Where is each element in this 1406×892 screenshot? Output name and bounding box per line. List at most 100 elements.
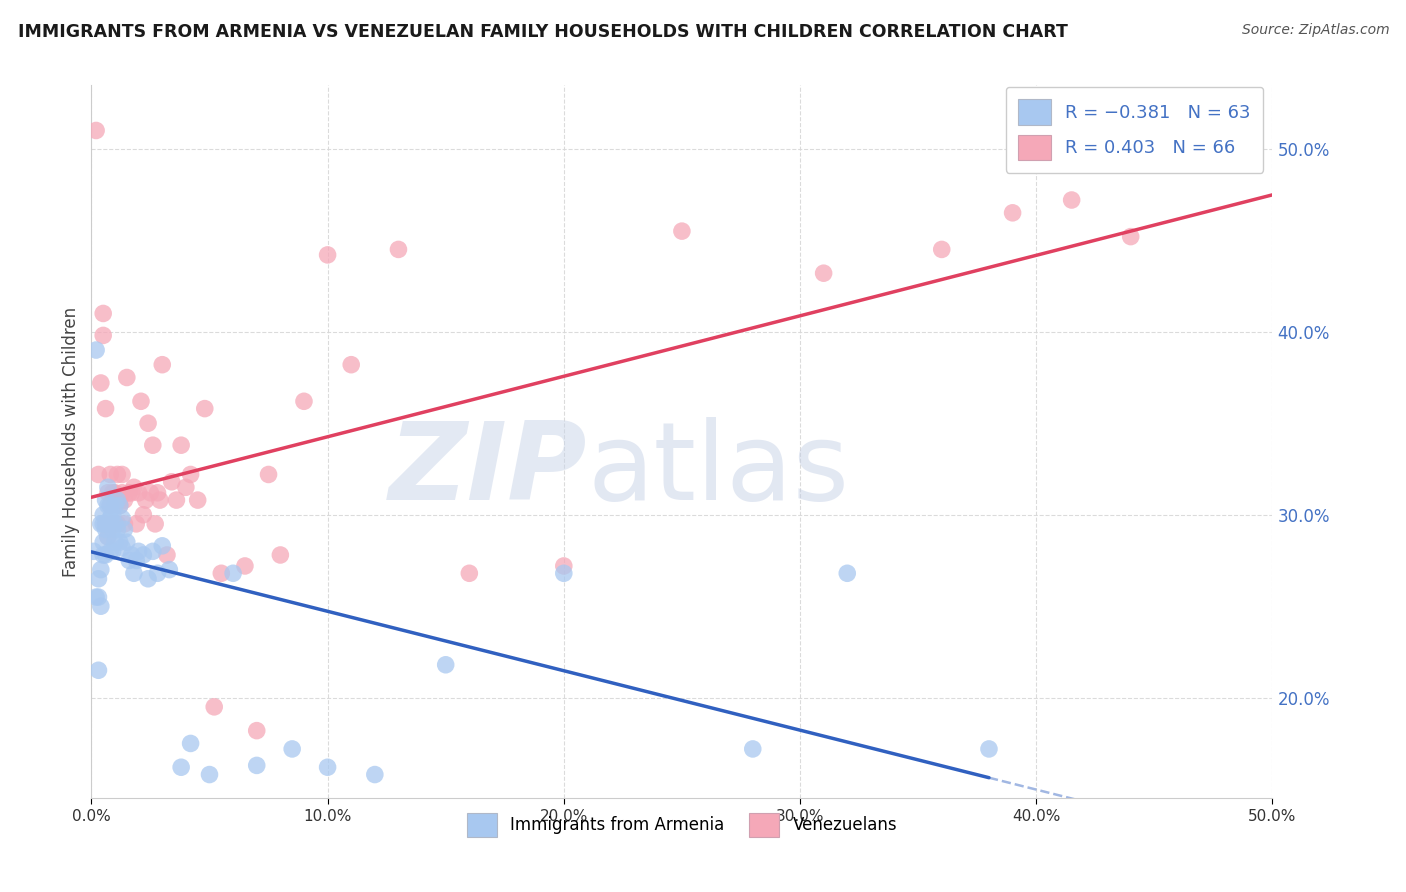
Point (281, 742, 304, 756)
Point (115, 370, 138, 384)
Point (111, 541, 134, 555)
Point (111, 467, 134, 482)
Point (105, 467, 128, 482)
Point (101, 508, 124, 522)
Point (142, 544, 165, 558)
Point (97, 480, 120, 494)
Point (97, 516, 120, 531)
Point (222, 815, 245, 830)
Point (170, 760, 193, 774)
Point (97, 499, 120, 513)
Point (387, 243, 409, 257)
Point (434, 657, 457, 672)
Point (84, 590, 107, 604)
Text: atlas: atlas (588, 417, 849, 523)
Point (104, 516, 127, 531)
Point (149, 493, 172, 508)
Text: ZIP: ZIP (389, 417, 588, 523)
Point (143, 516, 166, 531)
Point (105, 522, 128, 536)
Point (194, 401, 217, 416)
Point (94, 493, 117, 508)
Point (87, 572, 110, 586)
Point (931, 243, 953, 257)
Point (156, 548, 179, 562)
Point (316, 760, 339, 774)
Point (170, 438, 193, 452)
Point (118, 553, 141, 567)
Point (150, 358, 173, 372)
Point (115, 535, 138, 549)
Point (84, 343, 107, 357)
Point (104, 516, 127, 531)
Point (104, 535, 127, 549)
Point (87, 590, 110, 604)
Point (209, 566, 232, 581)
Point (142, 438, 165, 452)
Point (91, 535, 114, 549)
Point (128, 544, 150, 558)
Point (246, 758, 269, 772)
Point (98, 511, 121, 525)
Point (101, 485, 124, 500)
Point (104, 499, 127, 513)
Point (553, 558, 575, 573)
Point (198, 767, 221, 781)
Y-axis label: Family Households with Children: Family Households with Children (62, 307, 80, 576)
Point (94, 516, 117, 531)
Point (101, 522, 124, 536)
Point (114, 522, 136, 536)
Point (202, 699, 225, 714)
Point (150, 539, 173, 553)
Point (104, 485, 127, 500)
Point (87, 467, 110, 482)
Point (813, 266, 835, 280)
Point (340, 358, 363, 372)
Point (139, 485, 162, 500)
Point (90, 516, 112, 531)
Point (114, 493, 136, 508)
Point (94, 548, 117, 562)
Point (91, 508, 114, 522)
Point (128, 485, 150, 500)
Point (98, 499, 121, 513)
Point (1119, 229, 1142, 244)
Point (108, 499, 131, 513)
Point (94, 522, 117, 536)
Point (977, 742, 1000, 756)
Point (157, 563, 180, 577)
Point (90, 563, 112, 577)
Point (105, 516, 128, 531)
Point (108, 493, 131, 508)
Point (146, 566, 169, 581)
Point (98, 544, 121, 558)
Point (125, 516, 148, 531)
Point (121, 548, 143, 562)
Point (458, 566, 481, 581)
Point (135, 493, 157, 508)
Point (222, 566, 245, 581)
Point (180, 736, 202, 750)
Point (111, 485, 134, 500)
Point (160, 475, 183, 489)
Point (741, 742, 763, 756)
Point (94, 401, 117, 416)
Point (101, 516, 124, 531)
Point (1001, 206, 1024, 220)
Legend: Immigrants from Armenia, Venezuelans: Immigrants from Armenia, Venezuelans (460, 806, 904, 844)
Point (125, 553, 148, 567)
Point (1060, 193, 1083, 207)
Point (98, 499, 121, 513)
Point (118, 485, 141, 500)
Point (136, 416, 159, 430)
Point (364, 767, 387, 781)
Point (94, 516, 117, 531)
Text: IMMIGRANTS FROM ARMENIA VS VENEZUELAN FAMILY HOUSEHOLDS WITH CHILDREN CORRELATIO: IMMIGRANTS FROM ARMENIA VS VENEZUELAN FA… (18, 23, 1069, 41)
Point (97, 530, 120, 544)
Text: Source: ZipAtlas.com: Source: ZipAtlas.com (1241, 23, 1389, 37)
Point (97, 485, 120, 500)
Point (108, 535, 131, 549)
Point (114, 516, 136, 531)
Point (97, 530, 120, 544)
Point (91, 328, 114, 343)
